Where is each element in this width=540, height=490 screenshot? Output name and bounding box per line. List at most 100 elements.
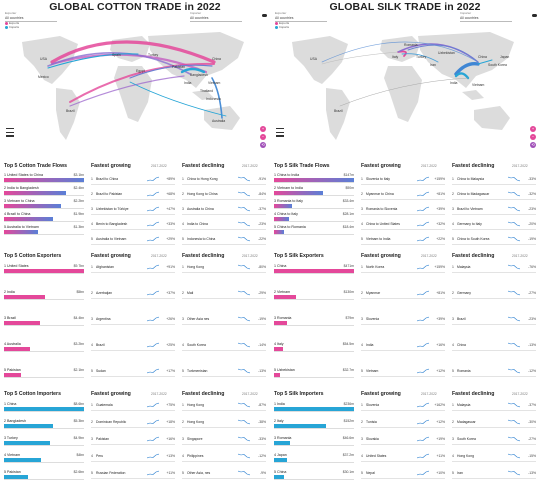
silk-toggle[interactable] <box>532 14 537 17</box>
growth-row[interactable]: 4 India to China -23% <box>182 220 266 231</box>
growth-row[interactable]: 4 India +16% <box>361 341 445 352</box>
growth-row[interactable]: 1 Malaysia -76% <box>452 263 536 274</box>
zoom-out-button[interactable]: − <box>530 134 536 140</box>
flow-row[interactable]: 4 Brazil to China $1.9bn <box>4 211 84 222</box>
growth-row[interactable]: 5 Russian Federation +11% <box>91 469 175 480</box>
growth-row[interactable]: 4 Peru +13% <box>91 452 175 463</box>
importer-row[interactable]: 1 China $8.6bn <box>4 401 84 412</box>
exporter-row[interactable]: 4 Australia $3.2bn <box>4 341 84 352</box>
growth-row[interactable]: 5 Sudan +17% <box>91 367 175 378</box>
growth-row[interactable]: 4 Germany to Italy -20% <box>452 220 536 231</box>
reset-button[interactable]: ⟲ <box>530 142 536 148</box>
reset-button[interactable]: ⟲ <box>260 142 266 148</box>
flow-row[interactable]: 1 United States to China $3.1bn <box>4 172 84 183</box>
growth-row[interactable]: 2 Azerbaijan +37% <box>91 289 175 300</box>
importer-row[interactable]: 1 India $236m <box>274 401 354 412</box>
growth-row[interactable]: 4 Benin to Bangladesh +33% <box>91 220 175 231</box>
growth-row[interactable]: 4 China -13% <box>452 341 536 352</box>
growth-row[interactable]: 1 Brazil to China +89% <box>91 175 175 186</box>
growth-row[interactable]: 3 Singapore -33% <box>182 435 266 446</box>
growth-row[interactable]: 3 Australia to China -37% <box>182 205 266 216</box>
growth-row[interactable]: 2 Mali -29% <box>182 289 266 300</box>
growth-row[interactable]: 1 Hong Kong -80% <box>182 263 266 274</box>
growth-row[interactable]: 5 Iran -13% <box>452 469 536 480</box>
zoom-in-button[interactable]: + <box>260 126 266 132</box>
growth-row[interactable]: 3 Pakistan +16% <box>91 435 175 446</box>
cotton-exporter-select[interactable]: Exporter All countries <box>5 11 57 22</box>
growth-row[interactable]: 2 Hong Kong to China -84% <box>182 190 266 201</box>
growth-row[interactable]: 5 Indonesia to China -22% <box>182 235 266 246</box>
flow-row[interactable]: 3 Romania to Italy $33.4m <box>274 198 354 209</box>
growth-row[interactable]: 2 China to Madagascar -32% <box>452 190 536 201</box>
growth-row[interactable]: 1 Guatemala +75% <box>91 401 175 412</box>
flow-row[interactable]: 5 China to Romania $18.4m <box>274 224 354 235</box>
flow-row[interactable]: 3 Vietnam to China $2.2bn <box>4 198 84 209</box>
growth-row[interactable]: 5 Romania -12% <box>452 367 536 378</box>
growth-row[interactable]: 4 China to United States +32% <box>361 220 445 231</box>
growth-row[interactable]: 4 Brazil +25% <box>91 341 175 352</box>
exporter-row[interactable]: 5 Uzbekistan $32.7m <box>274 367 354 378</box>
importer-row[interactable]: 3 Turkey $4.9bn <box>4 435 84 446</box>
growth-row[interactable]: 1 Slovenia +162% <box>361 401 445 412</box>
growth-row[interactable]: 5 Vietnam to India +22% <box>361 235 445 246</box>
cotton-toggle[interactable] <box>262 14 267 17</box>
growth-row[interactable]: 4 United States +11% <box>361 452 445 463</box>
importer-row[interactable]: 5 China $30.1m <box>274 469 354 480</box>
growth-row[interactable]: 1 North Korea +159% <box>361 263 445 274</box>
flow-row[interactable]: 5 Australia to Vietnam $1.3bn <box>4 224 84 235</box>
exporter-row[interactable]: 5 Pakistan $2.1bn <box>4 367 84 378</box>
growth-row[interactable]: 2 Hong Kong -38% <box>182 418 266 429</box>
silk-importer-select[interactable]: Importer All countries <box>460 11 512 22</box>
growth-row[interactable]: 2 Madagascar -30% <box>452 418 536 429</box>
growth-row[interactable]: 1 Malaysia -37% <box>452 401 536 412</box>
growth-row[interactable]: 2 Dominican Republic +18% <box>91 418 175 429</box>
exporter-row[interactable]: 3 Romania $79m <box>274 315 354 326</box>
growth-row[interactable]: 3 Brazil to Vietnam -23% <box>452 205 536 216</box>
importer-row[interactable]: 3 Romania $46.6m <box>274 435 354 446</box>
growth-row[interactable]: 5 Other Asia, nes -9% <box>182 469 266 480</box>
growth-row[interactable]: 3 Other Asia nes -19% <box>182 315 266 326</box>
flow-row[interactable]: 4 China to Italy $28.1m <box>274 211 354 222</box>
exporter-row[interactable]: 1 China $471m <box>274 263 354 274</box>
growth-row[interactable]: 5 China to South Korea -19% <box>452 235 536 246</box>
growth-row[interactable]: 4 Philippines -12% <box>182 452 266 463</box>
cotton-world-map[interactable]: USA Brazil Mexico Spain Egypt Turkey Chi… <box>0 22 270 152</box>
exporter-row[interactable]: 3 Brazil $4.4bn <box>4 315 84 326</box>
growth-row[interactable]: 3 South Korea -27% <box>452 435 536 446</box>
importer-row[interactable]: 4 Vietnam $4bn <box>4 452 84 463</box>
growth-row[interactable]: 2 Tunisia +12% <box>361 418 445 429</box>
growth-row[interactable]: 4 South Korea -14% <box>182 341 266 352</box>
flow-row[interactable]: 1 China to India $147m <box>274 172 354 183</box>
flow-row[interactable]: 2 India to Bangladesh $2.4bn <box>4 185 84 196</box>
zoom-in-button[interactable]: + <box>530 126 536 132</box>
growth-row[interactable]: 1 China to Hong Kong -91% <box>182 175 266 186</box>
growth-row[interactable]: 2 Brazil to Pakistan +68% <box>91 190 175 201</box>
importer-row[interactable]: 2 Italy $152m <box>274 418 354 429</box>
growth-row[interactable]: 5 Nepal +10% <box>361 469 445 480</box>
importer-row[interactable]: 4 Japan $37.2m <box>274 452 354 463</box>
growth-row[interactable]: 5 Australia to Vietnam +29% <box>91 235 175 246</box>
zoom-out-button[interactable]: − <box>260 134 266 140</box>
growth-row[interactable]: 5 Vietnam +12% <box>361 367 445 378</box>
growth-row[interactable]: 2 Myanmar +81% <box>361 289 445 300</box>
growth-row[interactable]: 1 China to Malaysia -33% <box>452 175 536 186</box>
exporter-row[interactable]: 1 United States $9.7bn <box>4 263 84 274</box>
growth-row[interactable]: 2 Myanmar to China +81% <box>361 190 445 201</box>
flow-row[interactable]: 2 Vietnam to India $90m <box>274 185 354 196</box>
growth-row[interactable]: 3 Argentina +26% <box>91 315 175 326</box>
importer-row[interactable]: 5 Pakistan $2.6bn <box>4 469 84 480</box>
growth-row[interactable]: 4 Hong Kong -15% <box>452 452 536 463</box>
growth-row[interactable]: 1 Hong Kong -87% <box>182 401 266 412</box>
growth-row[interactable]: 3 Slovenia +39% <box>361 315 445 326</box>
growth-row[interactable]: 3 Uzbekistan to Türkiye +47% <box>91 205 175 216</box>
exporter-row[interactable]: 2 Vietnam $130m <box>274 289 354 300</box>
silk-world-map[interactable]: Italy Romania Turkey Iran Uzbekistan Ind… <box>270 22 540 152</box>
cotton-importer-select[interactable]: Importer All countries <box>190 11 242 22</box>
exporter-row[interactable]: 4 Italy $54.5m <box>274 341 354 352</box>
growth-row[interactable]: 3 Brazil -23% <box>452 315 536 326</box>
growth-row[interactable]: 3 Romania to Slovenia +39% <box>361 205 445 216</box>
growth-row[interactable]: 5 Turkmenistan -13% <box>182 367 266 378</box>
growth-row[interactable]: 3 Slovakia +19% <box>361 435 445 446</box>
growth-row[interactable]: 1 Slovenia to Italy +159% <box>361 175 445 186</box>
importer-row[interactable]: 2 Bangladesh $5.3bn <box>4 418 84 429</box>
